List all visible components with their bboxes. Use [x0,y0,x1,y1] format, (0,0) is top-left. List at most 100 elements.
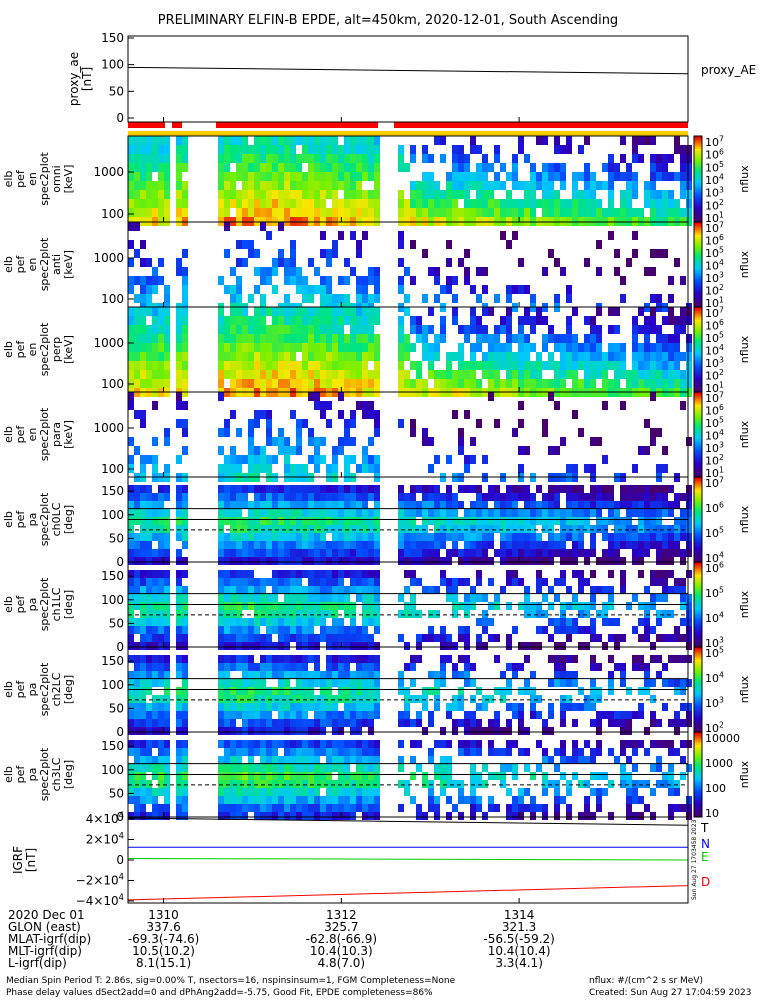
heatmap-cell [416,379,422,388]
heatmap-cell [524,485,530,493]
heatmap-cell [584,181,590,190]
heatmap-cell [644,748,650,756]
heatmap-cell [176,379,182,388]
heatmap-cell [266,695,272,703]
heatmap-cell [230,294,236,303]
colorbar-segment [694,542,702,546]
heatmap-cell [368,334,374,343]
heatmap-cell [134,671,140,679]
heatmap-cell [314,541,320,549]
heatmap-cell [278,610,284,618]
heatmap-cell [350,796,356,804]
heatmap-cell [512,361,518,370]
heatmap-cell [428,154,434,163]
colorbar-segment [694,226,702,229]
heatmap-cell [644,618,650,626]
heatmap-cell [590,181,596,190]
heatmap-cell [128,703,134,711]
heatmap-cell [464,325,470,334]
heatmap-cell [638,796,644,804]
heatmap-cell [680,370,686,379]
heatmap-cell [242,812,248,820]
heatmap-cell [152,285,158,294]
heatmap-cell [554,594,560,602]
colorbar-segment [694,712,702,716]
heatmap-cell [374,570,380,578]
heatmap-cell [356,343,362,352]
heatmap-cell [524,687,530,695]
heatmap-cell [422,249,428,258]
heatmap-cell [590,748,596,756]
heatmap-cell [134,410,140,419]
heatmap-cell [344,695,350,703]
heatmap-cell [416,541,422,549]
heatmap-cell [476,748,482,756]
heatmap-cell [446,276,452,285]
heatmap-cell [320,703,326,711]
heatmap-cell [404,703,410,711]
heatmap-cell [686,154,692,163]
heatmap-cell [404,610,410,618]
heatmap-cell [314,740,320,748]
heatmap-cell [152,610,158,618]
heatmap-cell [452,509,458,517]
heatmap-cell [332,703,338,711]
heatmap-cell [128,208,134,217]
heatmap-cell [680,276,686,285]
colorbar-tick-label: 106 [705,233,724,247]
heatmap-cell [644,549,650,557]
heatmap-cell [140,334,146,343]
heatmap-cell [470,509,476,517]
colorbar-segment [694,209,702,212]
heatmap-cell [590,618,596,626]
heatmap-cell [548,586,554,594]
heatmap-cell [224,618,230,626]
heatmap-cell [608,634,614,642]
colorbar-tick-label: 105 [705,331,724,345]
heatmap-cell [272,361,278,370]
heatmap-cell [164,772,170,780]
heatmap-cell [266,618,272,626]
heatmap-cell [566,285,572,294]
heatmap-cell [434,525,440,533]
heatmap-cell [140,379,146,388]
heatmap-cell [674,370,680,379]
status-bar [128,122,688,136]
heatmap-cell [260,410,266,419]
heatmap-cell [278,740,284,748]
heatmap-cell [164,181,170,190]
heatmap-cell [146,618,152,626]
heatmap-cell [290,796,296,804]
heatmap-cell [416,533,422,541]
colorbar-segment [694,600,702,603]
heatmap-cell [470,325,476,334]
heatmap-cell [614,379,620,388]
heatmap-cell [326,464,332,473]
heatmap-cell [620,525,626,533]
heatmap-cell [668,679,674,687]
colorbar-segment [694,260,702,263]
heatmap-cell [332,671,338,679]
heatmap-cell [572,352,578,361]
heatmap-cell [152,533,158,541]
heatmap-cell [566,517,572,525]
heatmap-cell [644,687,650,695]
heatmap-cell [134,249,140,258]
heatmap-cell [260,145,266,154]
heatmap-cell [662,549,668,557]
colorbar-segment [694,661,702,665]
heatmap-cell [440,557,446,565]
colorbar-segment [694,426,702,429]
heatmap-cell [680,687,686,695]
heatmap-cell [326,557,332,565]
heatmap-cell [218,172,224,181]
heatmap-cell [350,163,356,172]
heatmap-cell [152,804,158,812]
heatmap-cell [542,419,548,428]
heatmap-cell [158,711,164,719]
heatmap-cell [290,812,296,820]
heatmap-cell [242,334,248,343]
heatmap-cell [164,307,170,316]
heatmap-cell [518,485,524,493]
heatmap-cell [530,493,536,501]
